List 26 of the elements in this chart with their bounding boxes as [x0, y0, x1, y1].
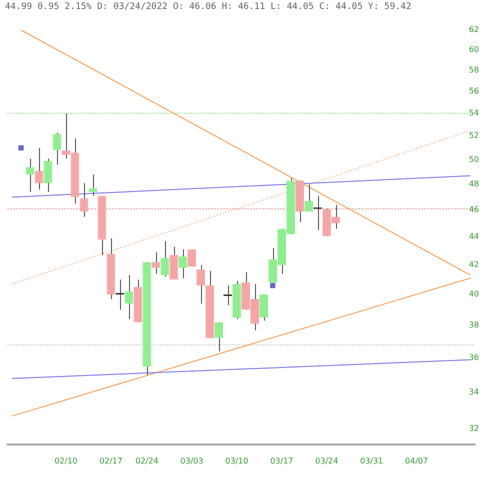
- x-tick-label: 03/24: [315, 456, 338, 466]
- y-tick-label: 42: [468, 260, 479, 270]
- x-tick-label: 03/31: [360, 456, 384, 466]
- y-tick-label: 54: [468, 108, 479, 118]
- y-tick-label: 40: [468, 290, 479, 299]
- x-tick-label: 04/07: [405, 456, 428, 466]
- y-tick-label: 50: [468, 154, 479, 164]
- x-tick-label: 02/10: [54, 456, 78, 466]
- x-tick-label: 03/10: [225, 456, 248, 466]
- y-tick-label: 46: [468, 205, 479, 214]
- y-tick-label: 52: [468, 131, 479, 140]
- y-tick-label: 36: [468, 353, 479, 362]
- x-tick-label: 03/17: [270, 456, 294, 466]
- y-tick-label: 48: [468, 180, 479, 189]
- chart-title: 44.99 0.95 2.15% D: 03/24/2022 O: 46.06 H: 46.11 L: 44.05 C: 44.05 Y: 59.42: [5, 2, 412, 12]
- x-tick-label: 02/17: [99, 456, 122, 466]
- y-tick-label: 56: [468, 86, 479, 96]
- y-tick-label: 44: [468, 232, 479, 242]
- y-tick-label: 62: [468, 25, 479, 34]
- y-tick-label: 34: [468, 388, 479, 397]
- x-tick-label: 03/03: [180, 456, 204, 466]
- y-tick-label: 32: [468, 424, 479, 434]
- x-tick-label: 02/24: [135, 456, 158, 466]
- y-tick-label: 58: [468, 65, 479, 74]
- y-tick-label: 60: [468, 44, 479, 54]
- y-tick-label: 38: [468, 320, 479, 330]
